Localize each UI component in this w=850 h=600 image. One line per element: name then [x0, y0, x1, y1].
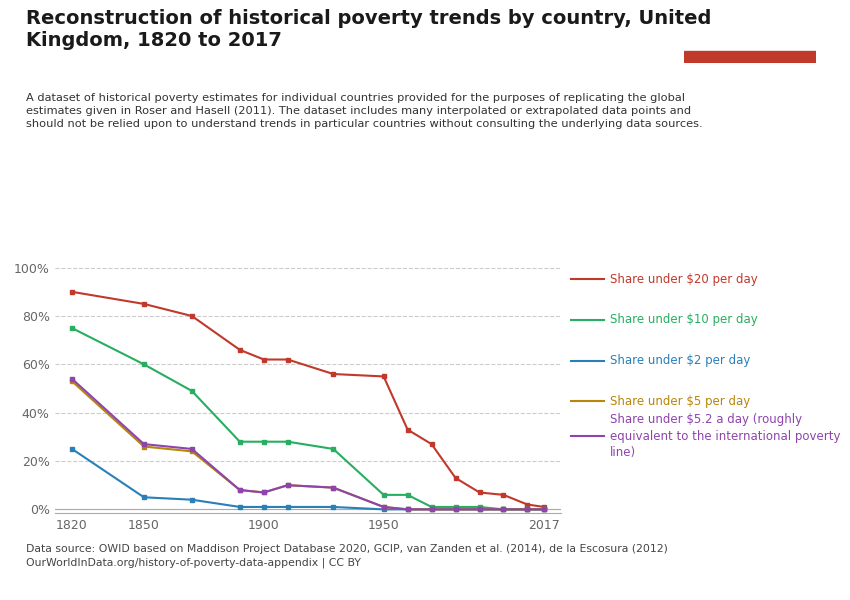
Text: A dataset of historical poverty estimates for individual countries provided for : A dataset of historical poverty estimate…	[26, 93, 702, 130]
Text: Share under $5 per day: Share under $5 per day	[610, 395, 751, 408]
Text: in Data: in Data	[730, 36, 770, 46]
Text: Our World: Our World	[722, 20, 778, 30]
Text: Share under $5.2 a day (roughly
equivalent to the international poverty
line): Share under $5.2 a day (roughly equivale…	[610, 413, 841, 459]
Text: Data source: OWID based on Maddison Project Database 2020, GCIP, van Zanden et a: Data source: OWID based on Maddison Proj…	[26, 544, 667, 568]
Text: Share under $10 per day: Share under $10 per day	[610, 313, 758, 326]
Bar	[684, 52, 816, 63]
Text: Share under $20 per day: Share under $20 per day	[610, 272, 758, 286]
Text: Share under $2 per day: Share under $2 per day	[610, 354, 751, 367]
Text: Reconstruction of historical poverty trends by country, United
Kingdom, 1820 to : Reconstruction of historical poverty tre…	[26, 9, 711, 50]
